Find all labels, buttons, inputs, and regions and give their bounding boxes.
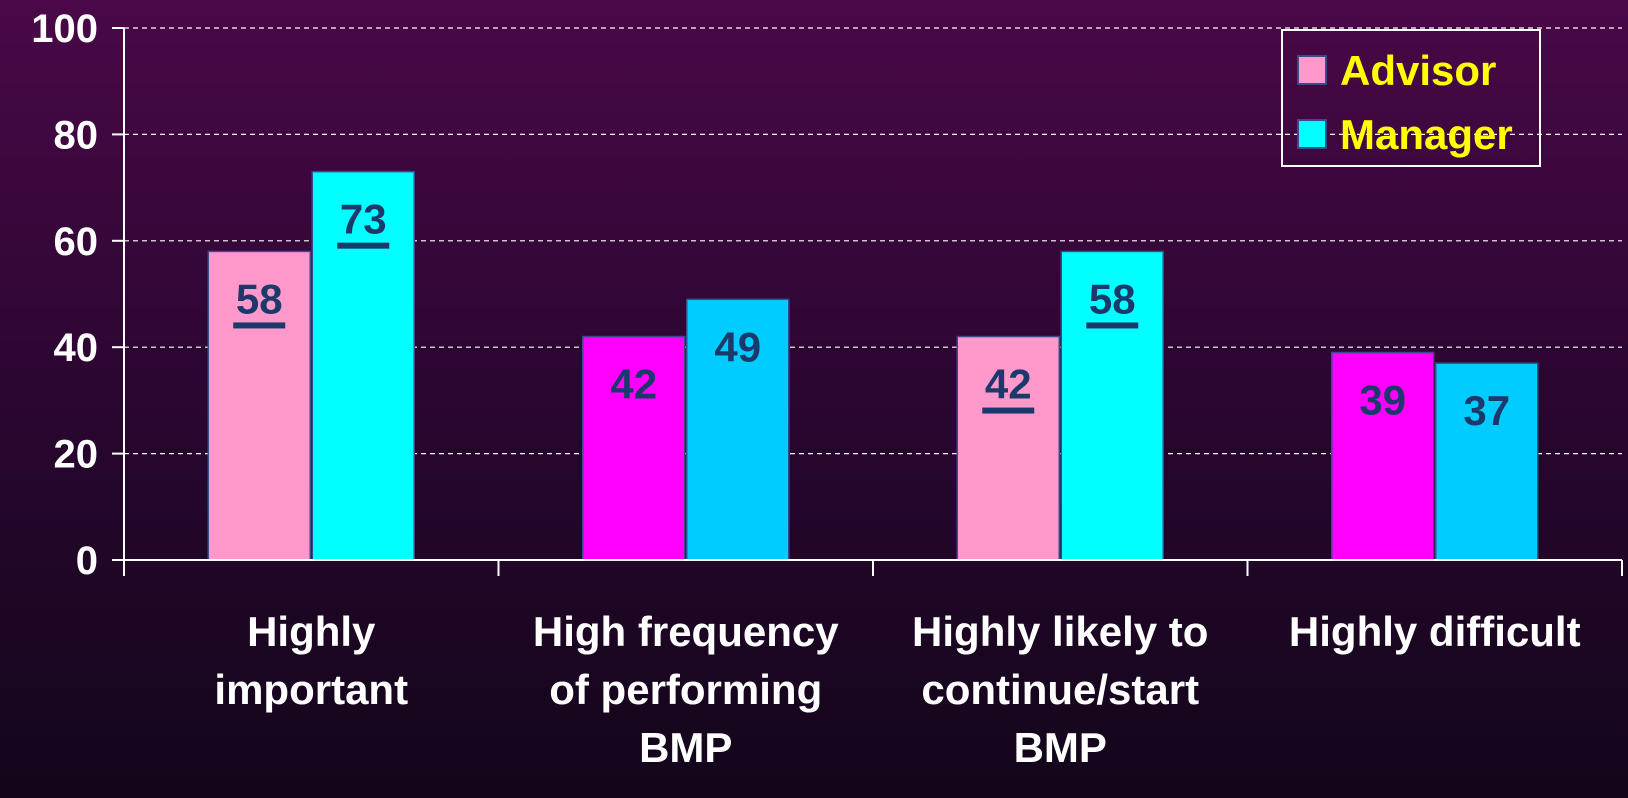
y-tick-label: 80	[54, 113, 99, 157]
x-tick-label: important	[214, 666, 408, 713]
x-tick-label: of performing	[549, 666, 822, 713]
data-labels: 58 73 42 49 42 58 39 37	[233, 196, 1510, 434]
data-label: 42	[985, 361, 1032, 408]
data-label: 42	[610, 361, 657, 408]
bar-advisor-1	[582, 335, 686, 561]
y-tick-label: 20	[54, 433, 99, 477]
data-label-underline	[233, 322, 286, 329]
bar-manager-1	[686, 298, 790, 561]
x-tick-label: BMP	[1014, 724, 1107, 771]
x-tick-label: Highly likely to	[912, 608, 1208, 655]
y-tick-label: 40	[54, 326, 99, 370]
bars	[207, 170, 1539, 561]
data-label-underline	[1086, 322, 1139, 329]
bar-advisor-3	[1331, 351, 1435, 561]
y-tick-label: 60	[54, 220, 99, 264]
x-tick-label: BMP	[639, 724, 732, 771]
data-label-underline	[982, 407, 1035, 414]
y-tick-label: 100	[31, 7, 98, 51]
data-label: 73	[340, 196, 387, 243]
data-label: 39	[1359, 377, 1406, 424]
x-tick-label: continue/start	[921, 666, 1199, 713]
data-label: 49	[714, 323, 761, 370]
bar-manager-3	[1435, 362, 1539, 561]
data-label-underline	[337, 242, 390, 249]
data-label: 37	[1463, 387, 1510, 434]
x-tick-label: Highly	[247, 608, 376, 655]
bar-advisor-0	[207, 250, 311, 561]
bar-advisor-2	[956, 335, 1060, 561]
legend-label-advisor: Advisor	[1340, 47, 1496, 94]
gridlines	[124, 27, 1622, 455]
axes: 0 20 40 60 80 100 Highly important High frequenc…	[31, 7, 1623, 771]
legend-label-manager: Manager	[1340, 111, 1513, 158]
legend-swatch-advisor	[1297, 55, 1327, 85]
data-label: 58	[236, 275, 283, 322]
y-tick-label: 0	[76, 539, 98, 583]
legend-swatch-manager	[1297, 119, 1327, 149]
legend: Advisor Manager	[1281, 29, 1541, 167]
x-tick-label: Highly difficult	[1289, 608, 1581, 655]
legend-box	[1281, 29, 1541, 167]
bar-manager-2	[1060, 250, 1164, 561]
x-tick-label: High frequency	[533, 608, 839, 655]
data-label: 58	[1089, 275, 1136, 322]
